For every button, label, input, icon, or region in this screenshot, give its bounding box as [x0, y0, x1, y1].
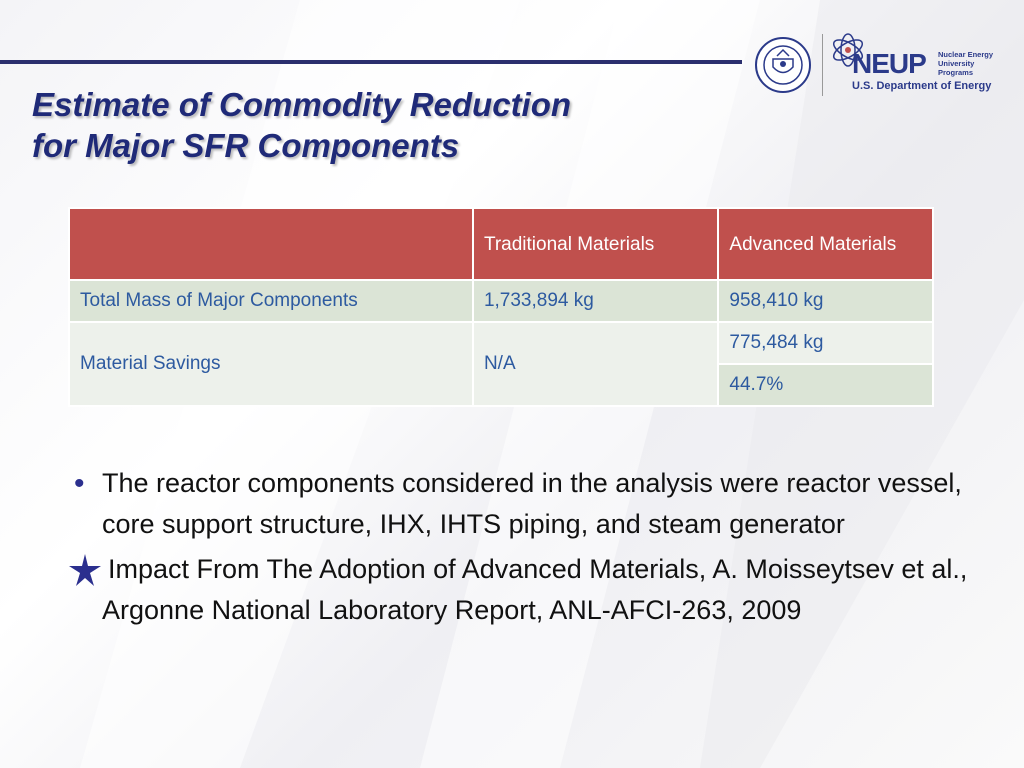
title-line-1: Estimate of Commodity Reduction — [32, 86, 572, 123]
star-icon — [69, 554, 101, 586]
savings-traditional: N/A — [471, 321, 720, 407]
slide-title: Estimate of Commodity Reduction for Majo… — [32, 84, 571, 166]
savings-advanced-pct: 44.7% — [717, 363, 934, 407]
commodity-table: Traditional Materials Advanced Materials… — [68, 207, 934, 407]
neup-wordmark: NEUP — [852, 48, 927, 79]
bullet-item-2: Impact From The Adoption of Advanced Mat… — [62, 549, 982, 631]
table-row-savings: Material Savings N/A 775,484 kg — [68, 321, 934, 407]
logo-area: NEUP Nuclear Energy University Programs … — [750, 22, 1010, 102]
table-header-row: Traditional Materials Advanced Materials — [68, 207, 934, 281]
header-advanced: Advanced Materials — [717, 207, 934, 281]
title-line-2: for Major SFR Components — [32, 127, 460, 164]
bullet-text-2: Impact From The Adoption of Advanced Mat… — [102, 554, 968, 625]
logo-divider — [822, 34, 823, 96]
header-empty-cell — [68, 207, 474, 281]
table-row-savings-pct: 44.7% — [69, 363, 934, 407]
bullet-dot-icon: • — [74, 467, 85, 500]
doe-label: U.S. Department of Energy — [852, 80, 992, 92]
savings-label: Material Savings — [68, 321, 474, 407]
bullet-item-1: • The reactor components considered in t… — [62, 463, 982, 545]
doe-seal-icon — [755, 37, 811, 93]
header-traditional: Traditional Materials — [471, 207, 720, 281]
neup-subtitle: Nuclear Energy University Programs — [938, 50, 994, 77]
neup-logo: NEUP Nuclear Energy University Programs … — [828, 26, 1008, 100]
total-mass-label: Total Mass of Major Components — [68, 279, 474, 323]
atom-icon — [832, 33, 864, 67]
bullet-list: • The reactor components considered in t… — [62, 463, 982, 631]
header-rule — [0, 60, 742, 64]
savings-advanced-mass: 775,484 kg — [717, 321, 934, 365]
total-mass-advanced: 958,410 kg — [717, 279, 934, 323]
bullet-text-1: The reactor components considered in the… — [102, 468, 962, 539]
total-mass-traditional: 1,733,894 kg — [471, 279, 720, 323]
table-row-total-mass: Total Mass of Major Components 1,733,894… — [68, 279, 934, 323]
